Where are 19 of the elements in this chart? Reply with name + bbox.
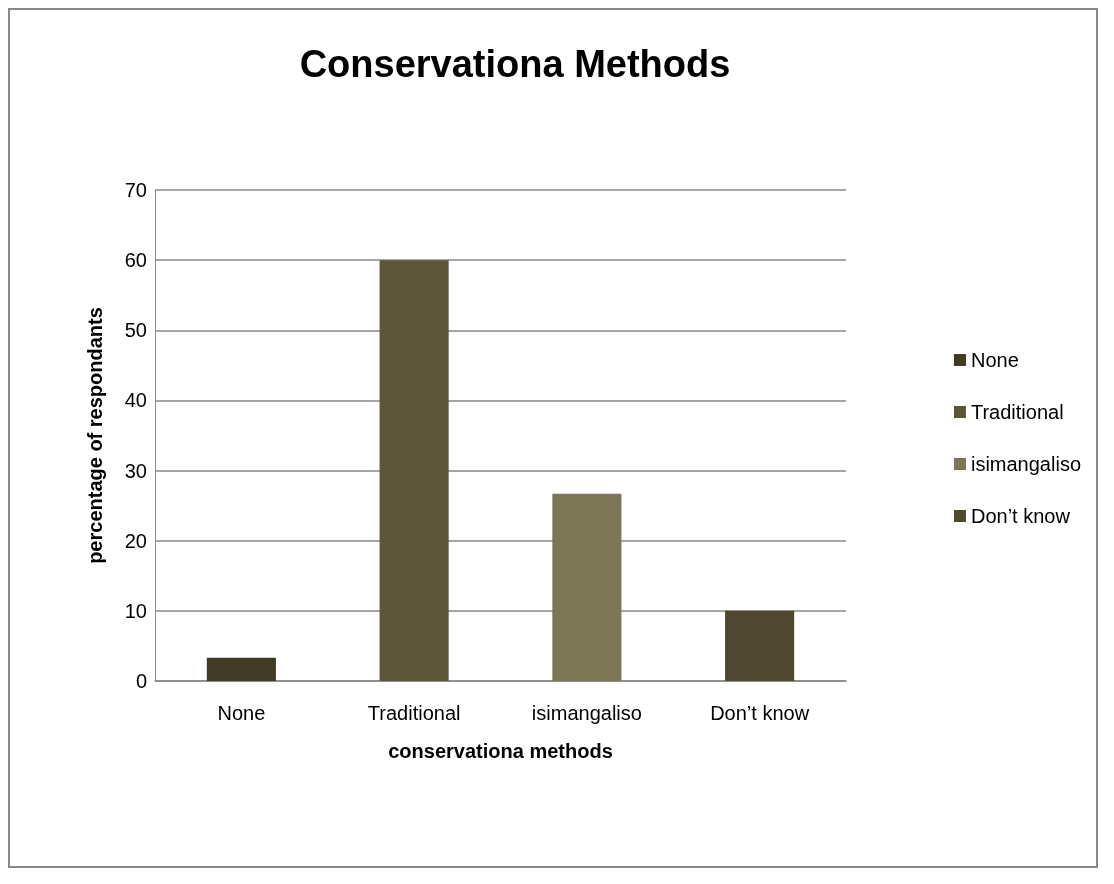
y-tick-label: 0 xyxy=(135,670,147,692)
y-tick-label: 10 xyxy=(124,599,147,622)
legend-label: Traditional xyxy=(970,401,1064,423)
x-tick-label: Traditional xyxy=(367,702,461,724)
x-tick-label: None xyxy=(217,702,266,724)
legend-label: None xyxy=(970,349,1019,371)
y-tick-label: 70 xyxy=(124,179,147,201)
legend-label: Don’t know xyxy=(970,505,1071,527)
y-tick-label: 40 xyxy=(124,389,147,412)
chart-title: Conservationa Methods xyxy=(299,43,731,85)
y-tick-label: 60 xyxy=(124,249,147,272)
x-axis-title: conservationa methods xyxy=(388,740,613,762)
y-tick-label: 30 xyxy=(124,459,147,482)
x-tick-label: Don’t know xyxy=(710,702,810,724)
y-tick-label: 50 xyxy=(124,319,147,342)
y-tick-label: 20 xyxy=(124,529,147,552)
y-axis-title: percentage of respondants xyxy=(84,307,106,564)
legend-label: isimangaliso xyxy=(970,453,1082,475)
x-tick-label: isimangaliso xyxy=(531,702,642,724)
